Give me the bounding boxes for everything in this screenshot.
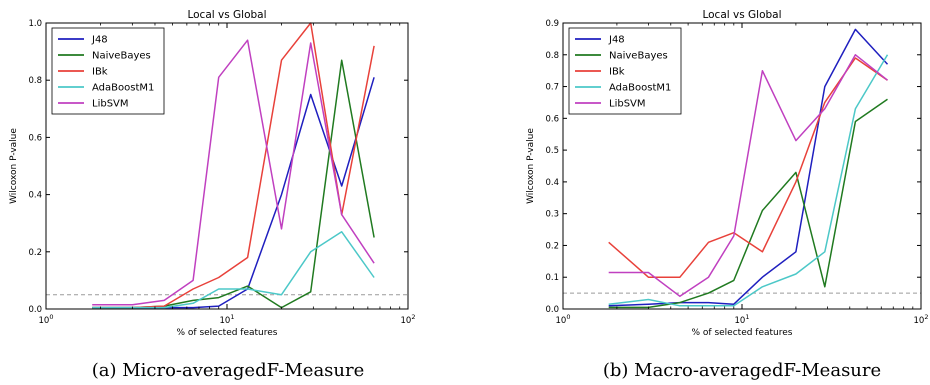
x-tick-label: 101 <box>220 313 235 326</box>
legend-label: J48 <box>608 35 625 46</box>
legend-label: J48 <box>91 35 108 46</box>
x-tick-base: 10 <box>39 316 50 326</box>
x-tick-exponent: 2 <box>411 313 415 321</box>
y-tick-label: 0.5 <box>545 146 559 156</box>
figure-caption: (b) Macro-averagedF-Measure <box>603 360 881 381</box>
x-tick-label: 102 <box>914 313 929 326</box>
legend-label: LibSVM <box>609 99 646 110</box>
series-line-adaboostm1 <box>608 54 889 307</box>
figure-caption: (a) Micro-averagedF-Measure <box>92 360 365 381</box>
x-tick-exponent: 2 <box>924 313 928 321</box>
series-line-libsvm <box>92 39 375 306</box>
x-tick-base: 10 <box>556 316 567 326</box>
y-tick-label: 0.7 <box>545 83 559 93</box>
chart-panel-1: Local vs Global 0.0 0.1 0.2 0.3 0.4 0.5 0.6 0.7 0… <box>526 9 928 381</box>
y-axis-label: Wilcoxon P-value <box>9 128 19 204</box>
y-tick-label: 0.2 <box>545 241 559 251</box>
legend: J48 NaiveBayes IBk AdaBoostM1 LibSVM <box>51 27 165 115</box>
chart-title: Local vs Global <box>702 9 781 21</box>
x-tick-base: 10 <box>735 316 746 326</box>
y-tick-label: 0.6 <box>28 133 42 143</box>
y-tick-label: 0.4 <box>545 178 559 188</box>
y-tick-label: 0.2 <box>28 248 42 258</box>
y-tick-label: 0.0 <box>28 305 42 315</box>
y-tick-label: 0.8 <box>28 76 42 86</box>
series-line-libsvm <box>608 54 888 298</box>
x-axis-label: % of selected features <box>692 328 793 338</box>
legend: J48 NaiveBayes IBk AdaBoostM1 LibSVM <box>568 27 682 115</box>
x-tick-exponent: 1 <box>230 313 234 321</box>
x-tick-exponent: 0 <box>566 313 570 321</box>
x-tick-base: 10 <box>401 316 412 326</box>
y-tick-label: 0.3 <box>545 210 559 220</box>
y-tick-label: 1.0 <box>28 19 42 29</box>
y-axis-label: Wilcoxon P-value <box>526 128 536 204</box>
x-tick-exponent: 1 <box>745 313 749 321</box>
series-line-ibk <box>608 57 888 278</box>
series-line-adaboostm1 <box>92 231 375 309</box>
legend-label: IBk <box>92 67 108 78</box>
y-tick-label: 0.6 <box>545 114 559 124</box>
x-tick-exponent: 0 <box>49 313 53 321</box>
legend-label: NaiveBayes <box>92 51 151 62</box>
x-axis-label: % of selected features <box>177 328 278 338</box>
x-tick-label: 102 <box>401 313 416 326</box>
y-tick-label: 0.0 <box>545 305 559 315</box>
legend-label: NaiveBayes <box>609 51 668 62</box>
x-tick-base: 10 <box>914 316 925 326</box>
chart-title: Local vs Global <box>187 9 266 21</box>
x-tick-base: 10 <box>220 316 231 326</box>
series-line-naivebayes <box>608 98 888 309</box>
y-tick-label: 0.1 <box>545 273 559 283</box>
legend-label: AdaBoostM1 <box>92 83 154 94</box>
y-tick-label: 0.9 <box>545 19 559 29</box>
y-tick-label: 0.8 <box>545 51 559 61</box>
x-tick-label: 100 <box>39 313 54 326</box>
x-tick-label: 100 <box>556 313 571 326</box>
legend-label: AdaBoostM1 <box>609 83 671 94</box>
x-tick-label: 101 <box>735 313 750 326</box>
legend-label: IBk <box>609 67 625 78</box>
legend-label: LibSVM <box>92 99 129 110</box>
y-tick-label: 0.4 <box>28 191 42 201</box>
